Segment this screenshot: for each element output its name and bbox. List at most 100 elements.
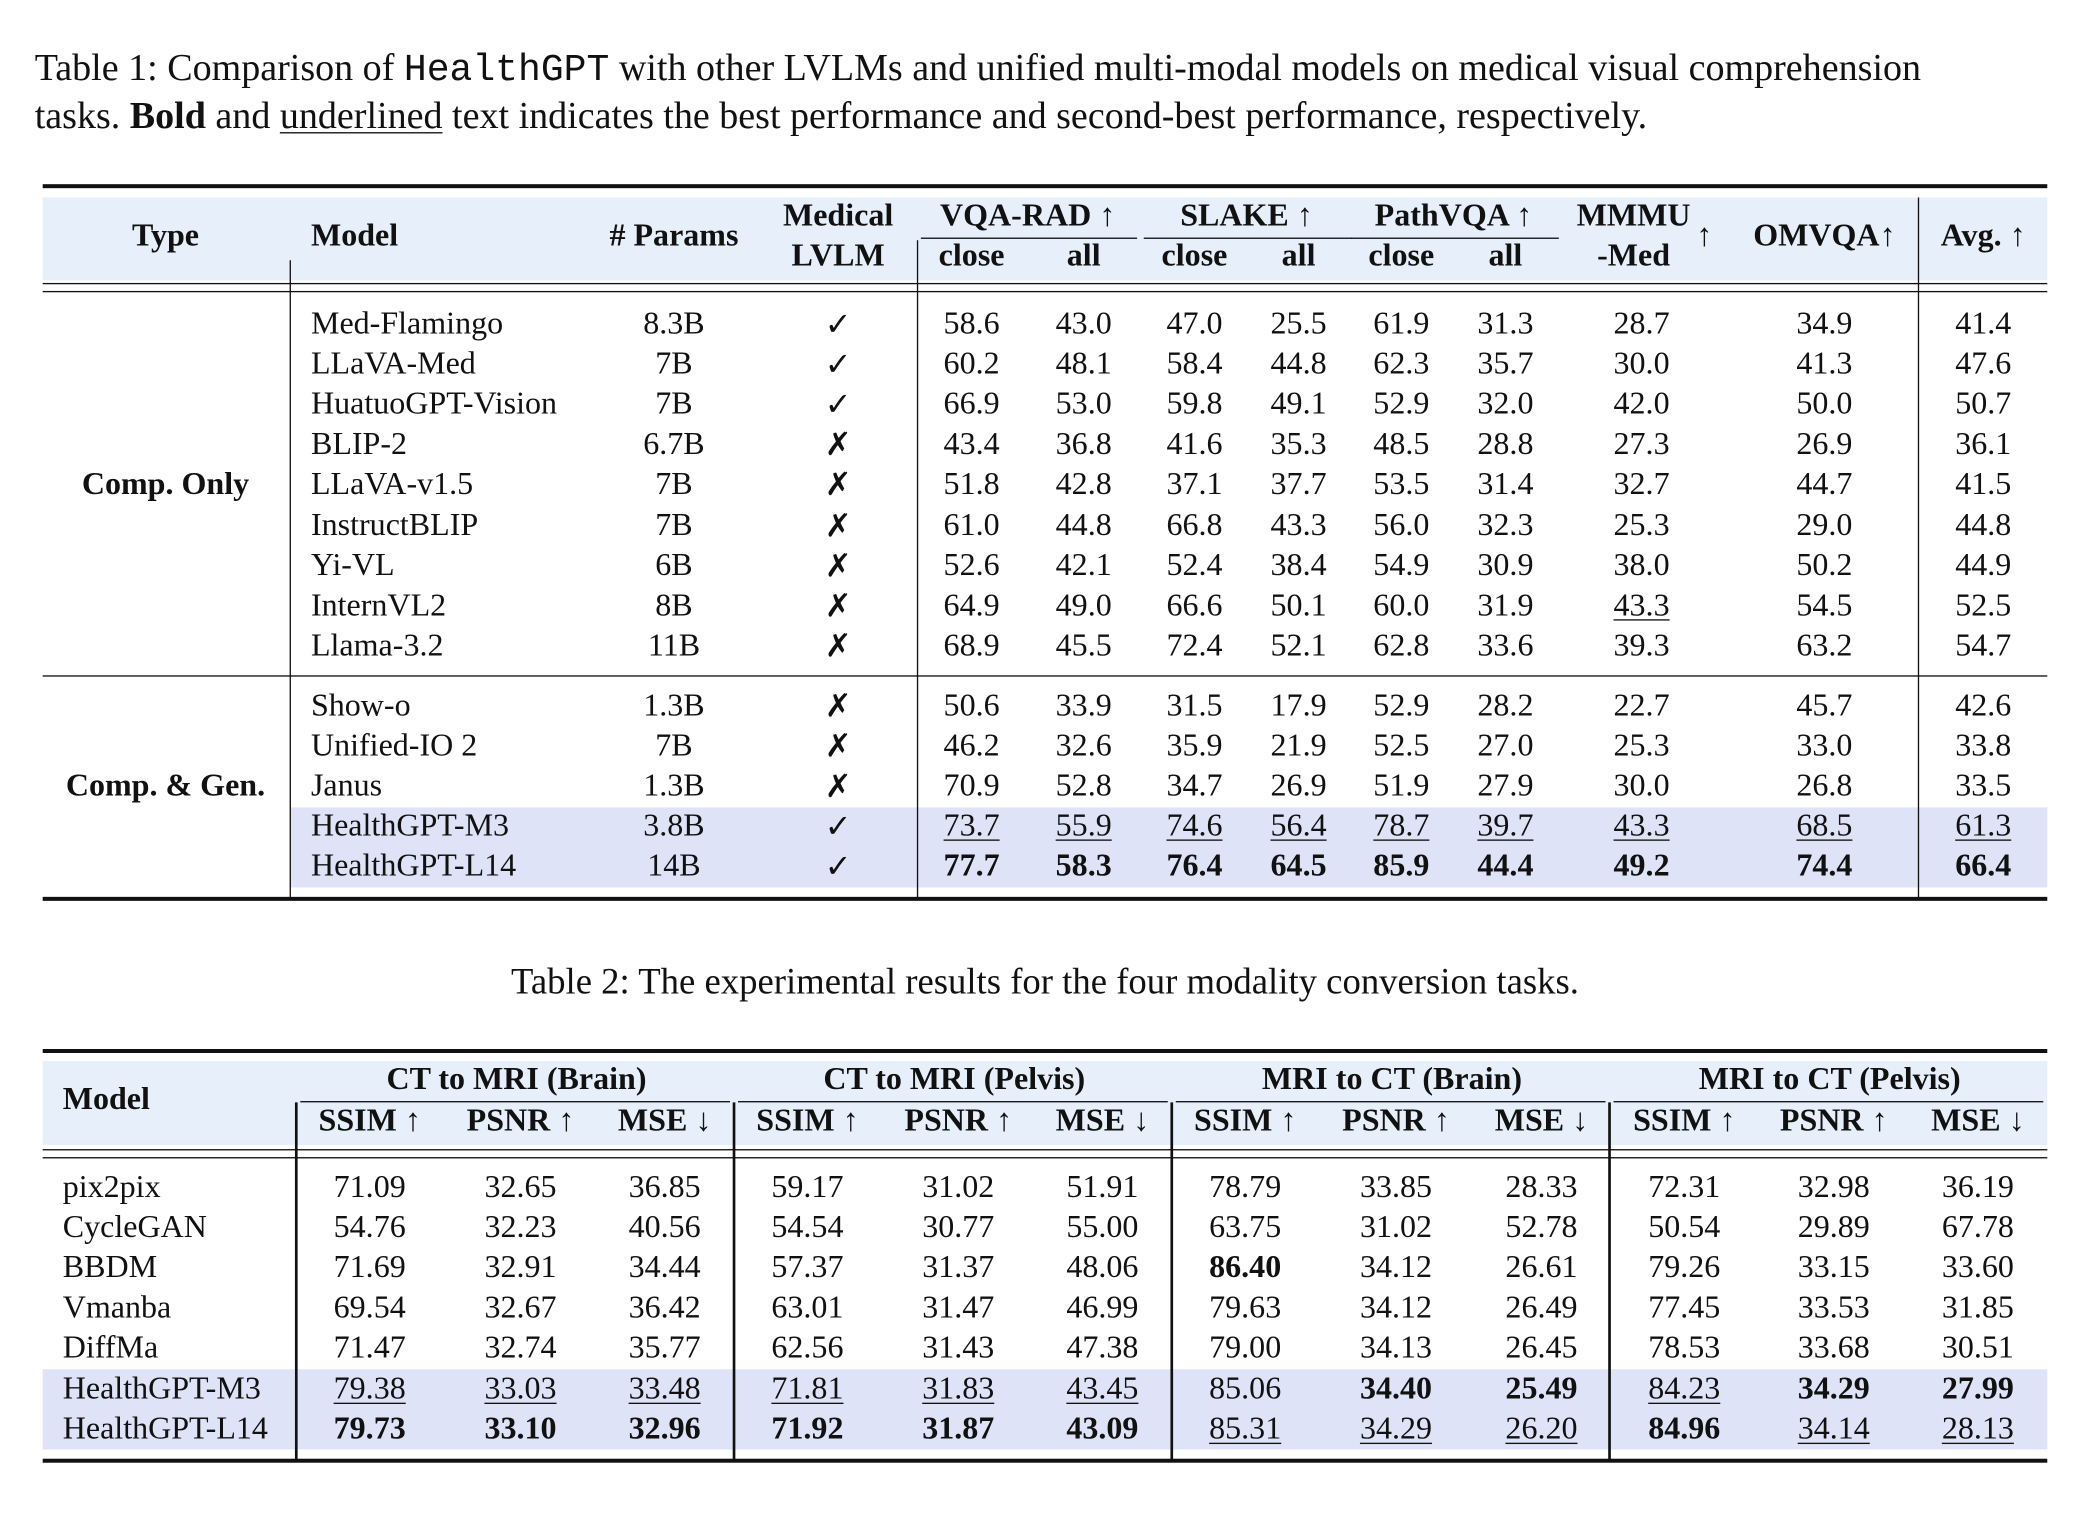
model-name: InternVL2 — [310, 588, 447, 623]
cell: 35.7 — [1477, 347, 1534, 382]
cell: 32.3 — [1477, 507, 1534, 543]
medical-mark: ✓ — [824, 345, 852, 384]
params: 7B — [655, 728, 693, 764]
cell: 48.06 — [1066, 1250, 1139, 1286]
cell: 36.8 — [1055, 427, 1112, 463]
cell: 31.9 — [1477, 588, 1534, 623]
cell: 43.0 — [1055, 306, 1112, 342]
cell: 32.91 — [484, 1250, 557, 1286]
cell: 66.9 — [943, 387, 1000, 422]
cell: 28.33 — [1505, 1170, 1578, 1206]
header: SSIM ↑ — [756, 1103, 859, 1139]
medical-mark: ✗ — [824, 586, 852, 625]
cell: 76.4 — [1166, 849, 1223, 885]
cell: 28.2 — [1477, 688, 1534, 724]
header: MSE ↓ — [1055, 1103, 1150, 1139]
model-name: pix2pix — [62, 1170, 161, 1206]
rule — [920, 237, 1138, 239]
cell: 25.3 — [1613, 728, 1670, 764]
cell: 71.92 — [771, 1411, 844, 1447]
cell: 70.9 — [943, 768, 1000, 804]
caption-line: Table 1: Comparison of HealthGPT with ot… — [35, 48, 1921, 93]
rule — [289, 260, 292, 899]
cell: 77.7 — [943, 849, 1000, 885]
cell: 43.3 — [1613, 809, 1670, 844]
cell: 72.31 — [1648, 1170, 1721, 1206]
header: SSIM ↑ — [318, 1103, 421, 1139]
cell: 32.23 — [484, 1210, 557, 1246]
cell: 50.7 — [1955, 387, 2012, 422]
cell: 47.0 — [1166, 306, 1223, 342]
cell: 31.02 — [922, 1170, 995, 1206]
model-name: CycleGAN — [62, 1210, 207, 1246]
cell: 44.7 — [1796, 467, 1853, 503]
model-name: LLaVA-Med — [310, 347, 476, 382]
cell: 30.0 — [1613, 768, 1670, 804]
cell: 74.6 — [1166, 809, 1223, 844]
cell: 79.73 — [333, 1411, 406, 1447]
rule — [42, 675, 2048, 678]
params: 7B — [655, 467, 693, 503]
cell: 86.40 — [1209, 1250, 1282, 1286]
model-name: BLIP-2 — [310, 427, 408, 463]
cell: 32.7 — [1613, 467, 1670, 503]
cell: 30.9 — [1477, 547, 1534, 583]
cell: 35.77 — [628, 1331, 701, 1366]
header: all — [1066, 238, 1101, 274]
caption-text: underlined — [279, 96, 443, 138]
rule — [42, 1157, 2048, 1159]
header: SSIM ↑ — [1194, 1103, 1297, 1139]
cell: 41.5 — [1955, 467, 2012, 503]
caption-text: HealthGPT — [403, 48, 610, 93]
rule — [1608, 1102, 1611, 1461]
header: PSNR ↑ — [466, 1103, 575, 1139]
cell: 34.14 — [1797, 1411, 1870, 1447]
cell: 42.8 — [1055, 467, 1112, 503]
cell: 35.9 — [1166, 728, 1223, 764]
header: close — [938, 238, 1005, 274]
cell: 33.15 — [1797, 1250, 1870, 1286]
params: 7B — [655, 347, 693, 382]
cell: 54.54 — [771, 1210, 844, 1246]
cell: 25.3 — [1613, 507, 1670, 543]
cell: 41.6 — [1166, 427, 1223, 463]
cell: 32.74 — [484, 1331, 557, 1366]
params: 6B — [655, 547, 693, 583]
cell: 54.76 — [333, 1210, 406, 1246]
cell: 71.81 — [771, 1371, 844, 1407]
rule — [42, 184, 2048, 188]
cell: 33.8 — [1955, 728, 2012, 764]
cell: 62.8 — [1373, 628, 1430, 664]
cell: 27.3 — [1613, 427, 1670, 463]
header: MRI to CT (Brain) — [1261, 1062, 1523, 1098]
cell: 49.2 — [1613, 849, 1670, 885]
cell: 52.9 — [1373, 688, 1430, 724]
cell: 31.47 — [922, 1290, 995, 1326]
header: -Med — [1597, 238, 1671, 274]
cell: 26.8 — [1796, 768, 1853, 804]
cell: 41.4 — [1955, 306, 2012, 342]
rule — [916, 240, 919, 899]
model-name: Janus — [310, 768, 383, 804]
cell: 32.0 — [1477, 387, 1534, 422]
cell: 36.1 — [1955, 427, 2012, 463]
cell: 71.09 — [333, 1170, 406, 1206]
model-name: LLaVA-v1.5 — [310, 467, 474, 503]
medical-mark: ✗ — [824, 426, 852, 464]
params: 1.3B — [643, 688, 705, 724]
cell: 44.8 — [1055, 507, 1112, 543]
cell: 51.91 — [1066, 1170, 1139, 1206]
cell: 78.7 — [1373, 809, 1430, 844]
model-name: HealthGPT-L14 — [62, 1411, 268, 1447]
cell: 47.6 — [1955, 347, 2012, 382]
params: 3.8B — [643, 809, 705, 844]
cell: 44.9 — [1955, 547, 2012, 583]
header: MSE ↓ — [1494, 1103, 1589, 1139]
rule — [42, 1149, 2048, 1151]
params: 6.7B — [643, 427, 705, 463]
header: ↑ — [1696, 218, 1713, 254]
cell: 27.9 — [1477, 768, 1534, 804]
cell: 51.9 — [1373, 768, 1430, 804]
model-name: HuatuoGPT-Vision — [310, 387, 558, 422]
